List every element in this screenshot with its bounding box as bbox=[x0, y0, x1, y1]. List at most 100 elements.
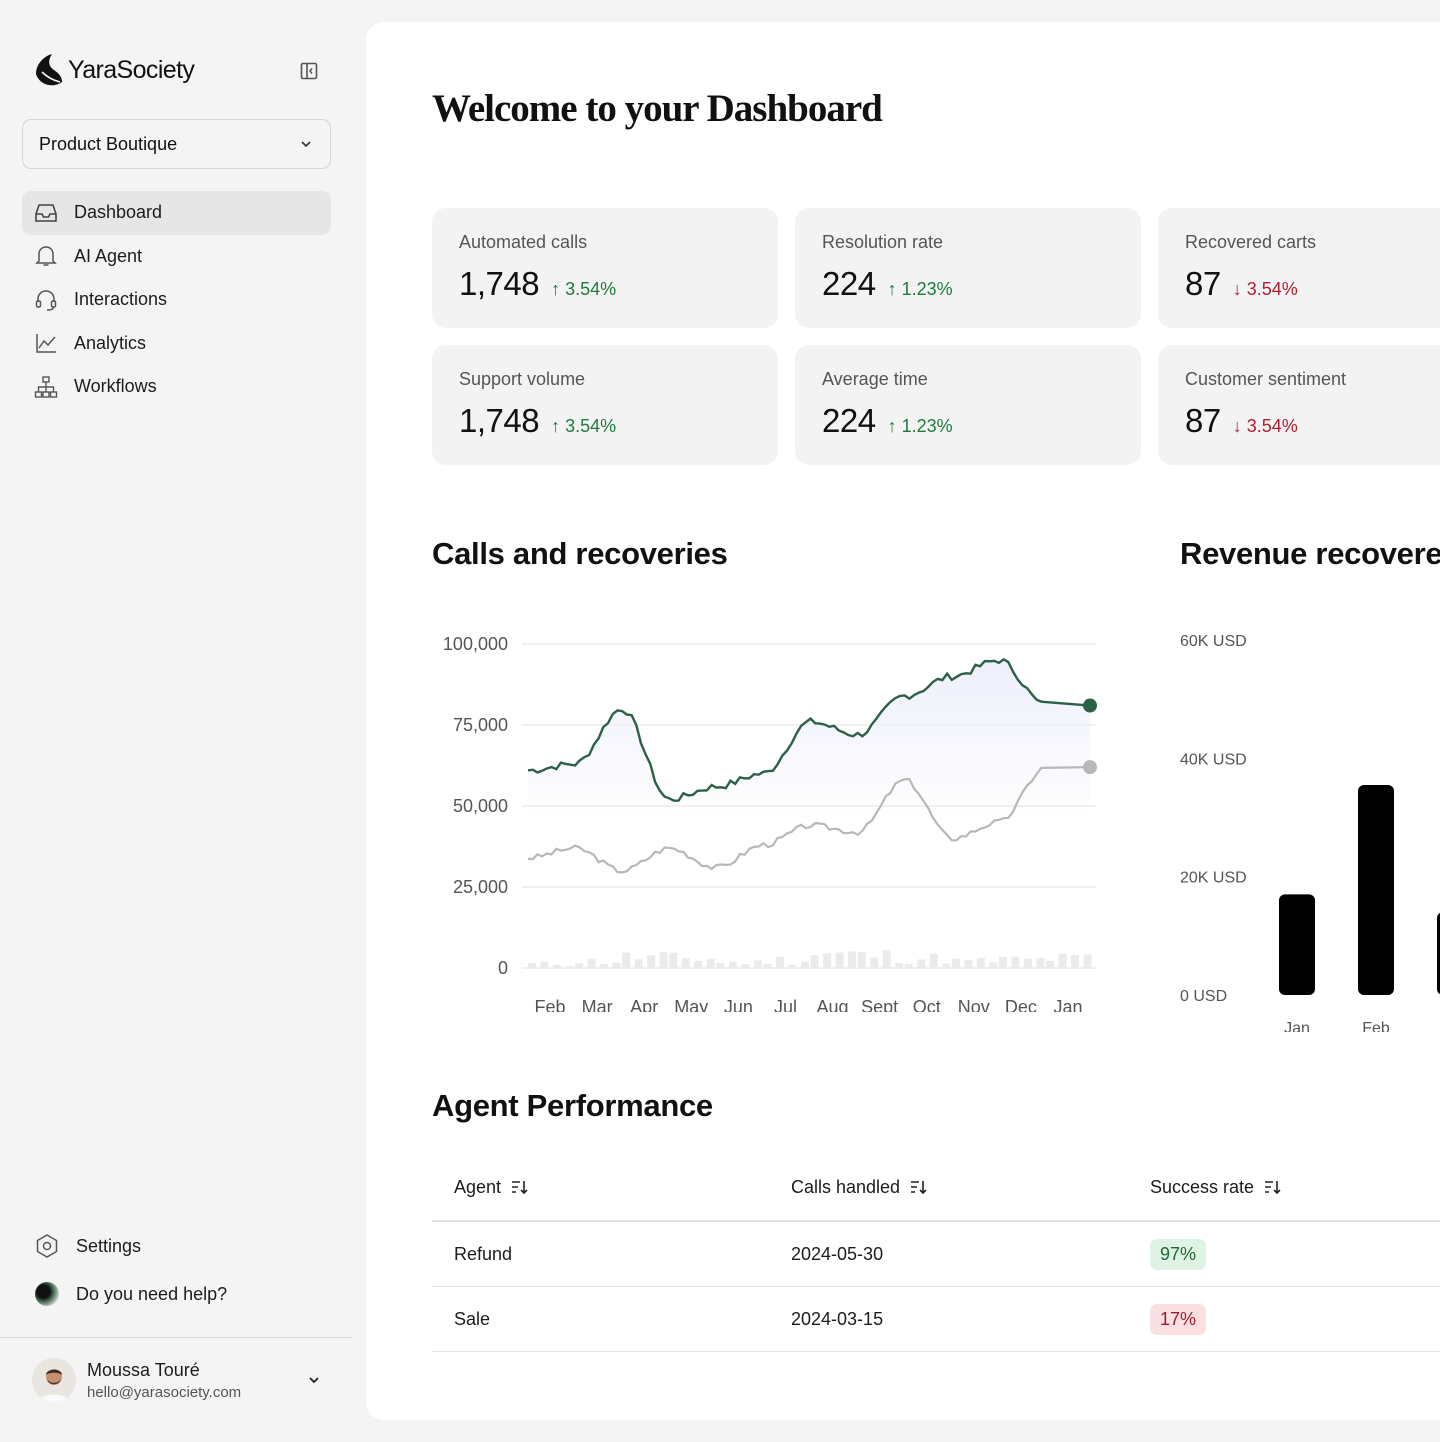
volume-bar bbox=[1083, 954, 1092, 968]
calls-handled-cell: 2024-03-15 bbox=[791, 1308, 884, 1329]
status-badge: 17% bbox=[1150, 1303, 1207, 1335]
x-tick-label: Oct bbox=[913, 997, 941, 1012]
agent-cell: Refund bbox=[454, 1243, 513, 1264]
volume-bar bbox=[870, 957, 879, 968]
volume-bar bbox=[681, 958, 690, 968]
volume-bar bbox=[1046, 960, 1054, 968]
arrow-down-icon: ↓ bbox=[1232, 279, 1247, 299]
calls-chart-title: Calls and recoveries bbox=[432, 536, 728, 571]
help-link[interactable]: Do you need help? bbox=[22, 1270, 331, 1318]
stat-delta-value: 3.54% bbox=[1246, 279, 1298, 299]
table-row[interactable]: Sale 2024-03-15 17% bbox=[432, 1287, 1440, 1352]
headset-icon bbox=[34, 288, 58, 312]
revenue-bar[interactable] bbox=[1279, 894, 1315, 995]
volume-bar bbox=[753, 960, 762, 968]
brand-name: YaraSociety bbox=[68, 55, 195, 84]
chevron-down-icon bbox=[301, 141, 311, 148]
x-tick-label: Apr bbox=[630, 997, 658, 1012]
revenue-recovered-chart: 60K USD 40K USD 20K USD 0 USD Jan Feb bbox=[1180, 633, 1440, 1032]
volume-bar bbox=[694, 960, 703, 968]
volume-bar bbox=[942, 963, 951, 968]
column-label: Success rate bbox=[1150, 1176, 1255, 1197]
revenue-bar-clipped[interactable] bbox=[1437, 912, 1440, 995]
settings-link[interactable]: Settings bbox=[22, 1222, 331, 1270]
volume-bar bbox=[1071, 955, 1079, 968]
volume-bar bbox=[1036, 957, 1045, 968]
arrow-up-icon: ↑ bbox=[887, 416, 902, 436]
main-nav: Dashboard AI Agent Interactions Analytic… bbox=[22, 191, 331, 409]
brand-logo[interactable]: YaraSociety bbox=[32, 52, 195, 88]
table-row[interactable]: Refund 2024-05-30 97% bbox=[432, 1222, 1440, 1287]
stat-value: 1,748 bbox=[459, 402, 540, 439]
x-tick-label: Dec bbox=[1005, 997, 1037, 1012]
revenue-bar[interactable] bbox=[1358, 784, 1394, 995]
hierarchy-icon bbox=[34, 375, 58, 399]
column-header-calls-handled[interactable]: Calls handled bbox=[791, 1177, 1150, 1198]
collapse-sidebar-button[interactable] bbox=[298, 60, 320, 82]
inbox-icon bbox=[34, 201, 58, 225]
stat-value: 1,748 bbox=[459, 265, 540, 302]
stat-card-average-time: Average time 224 ↑ 1.23% bbox=[795, 345, 1141, 465]
user-profile-menu[interactable]: Moussa Touré hello@yarasociety.com bbox=[32, 1356, 322, 1404]
volume-bar bbox=[716, 962, 725, 968]
leaf-logo-icon bbox=[36, 54, 62, 86]
primary-series-line bbox=[527, 657, 1091, 802]
user-email: hello@yarasociety.com bbox=[87, 1383, 242, 1401]
agent-cell: Sale bbox=[454, 1308, 491, 1329]
sidebar-toggle-icon bbox=[300, 62, 318, 80]
nav-item-workflows[interactable]: Workflows bbox=[22, 365, 331, 409]
workspace-select[interactable]: Product Boutique bbox=[22, 119, 331, 169]
arrow-up-icon: ↑ bbox=[551, 279, 566, 299]
x-tick-label: Jul bbox=[774, 997, 797, 1012]
nav-item-dashboard[interactable]: Dashboard bbox=[22, 191, 331, 235]
nav-item-label: Dashboard bbox=[74, 202, 163, 223]
volume-bar bbox=[575, 963, 584, 968]
volume-bar bbox=[553, 964, 561, 968]
arrow-up-icon: ↑ bbox=[551, 416, 566, 436]
table-header: Agent Calls handled Success rate bbox=[432, 1154, 1440, 1222]
nav-item-interactions[interactable]: Interactions bbox=[22, 278, 331, 322]
nav-item-ai-agent[interactable]: AI Agent bbox=[22, 235, 331, 279]
volume-bar bbox=[917, 959, 926, 968]
volume-bar bbox=[976, 957, 985, 968]
line-chart-icon bbox=[34, 331, 58, 355]
volume-bar bbox=[1011, 956, 1020, 968]
agent-table-title: Agent Performance bbox=[432, 1088, 713, 1123]
x-tick-label: Mar bbox=[582, 997, 613, 1012]
page-title: Welcome to your Dashboard bbox=[432, 87, 883, 130]
volume-bar bbox=[857, 951, 866, 968]
bell-icon bbox=[34, 244, 58, 268]
volume-bar bbox=[669, 952, 678, 968]
stat-delta-value: 3.54% bbox=[565, 416, 617, 436]
secondary-series-endpoint[interactable] bbox=[1083, 760, 1097, 775]
stat-label: Support volume bbox=[459, 369, 586, 389]
gear-icon bbox=[34, 1233, 60, 1259]
volume-bar bbox=[775, 956, 784, 968]
volume-bar bbox=[1023, 958, 1032, 968]
volume-bar bbox=[951, 958, 960, 968]
volume-bar bbox=[848, 951, 857, 968]
stat-delta-value: 3.54% bbox=[565, 279, 617, 299]
volume-bar bbox=[540, 961, 549, 968]
y-tick-label: 100,000 bbox=[443, 634, 508, 654]
column-label: Agent bbox=[454, 1176, 502, 1197]
volume-bar bbox=[622, 952, 631, 968]
y-tick-label: 20K USD bbox=[1180, 870, 1247, 887]
volume-bar bbox=[728, 961, 737, 968]
sidebar-bottom-links: Settings Do you need help? bbox=[22, 1222, 331, 1318]
stat-label: Automated calls bbox=[459, 232, 588, 252]
y-tick-label: 50,000 bbox=[453, 796, 508, 816]
primary-series-endpoint[interactable] bbox=[1083, 698, 1097, 713]
x-tick-label: Jan bbox=[1053, 997, 1082, 1012]
arrow-down-icon: ↓ bbox=[1232, 416, 1247, 436]
stat-delta: ↑ 1.23% bbox=[888, 416, 953, 437]
column-header-agent[interactable]: Agent bbox=[432, 1177, 791, 1198]
column-header-success-rate[interactable]: Success rate bbox=[1150, 1177, 1440, 1198]
volume-bar bbox=[634, 959, 643, 968]
volume-bar bbox=[998, 956, 1007, 968]
volume-bar bbox=[989, 962, 998, 968]
volume-bar bbox=[600, 963, 609, 968]
nav-item-label: Workflows bbox=[74, 376, 157, 397]
nav-item-analytics[interactable]: Analytics bbox=[22, 322, 331, 366]
stat-card-support-volume: Support volume 1,748 ↑ 3.54% bbox=[432, 345, 778, 465]
